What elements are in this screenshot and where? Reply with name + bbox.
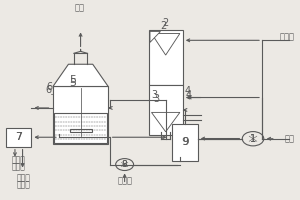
Text: 2: 2 bbox=[160, 21, 167, 31]
Bar bbox=[148, 85, 183, 135]
Bar bbox=[54, 113, 107, 143]
Text: 收集器: 收集器 bbox=[16, 180, 30, 189]
Bar bbox=[172, 124, 198, 161]
Text: 8: 8 bbox=[122, 160, 128, 169]
Text: 5: 5 bbox=[69, 78, 76, 88]
Text: 3: 3 bbox=[153, 94, 159, 104]
Bar bbox=[53, 86, 108, 144]
Text: 洗浴液: 洗浴液 bbox=[117, 176, 132, 185]
Text: 4: 4 bbox=[185, 90, 191, 100]
Polygon shape bbox=[150, 31, 160, 42]
Bar bbox=[148, 30, 183, 85]
Text: 收集器: 收集器 bbox=[12, 162, 26, 171]
Text: 9: 9 bbox=[182, 137, 189, 147]
Text: 压缩风: 压缩风 bbox=[280, 32, 295, 41]
Text: 洗后液: 洗后液 bbox=[16, 173, 30, 182]
Text: 洗后渣: 洗后渣 bbox=[12, 155, 26, 164]
Text: 9: 9 bbox=[182, 137, 188, 147]
Text: 2: 2 bbox=[163, 18, 169, 28]
Polygon shape bbox=[152, 112, 180, 132]
Text: 泥浆: 泥浆 bbox=[285, 134, 295, 143]
Text: 6: 6 bbox=[47, 82, 53, 92]
Text: 1: 1 bbox=[250, 134, 256, 144]
Polygon shape bbox=[53, 64, 108, 86]
Text: 7: 7 bbox=[15, 132, 22, 142]
Bar bbox=[54, 113, 107, 143]
Polygon shape bbox=[152, 33, 180, 55]
Text: 4: 4 bbox=[184, 86, 190, 96]
Text: 尾气: 尾气 bbox=[75, 3, 85, 12]
Bar bbox=[6, 128, 31, 147]
Text: 3: 3 bbox=[152, 90, 158, 100]
Text: 8: 8 bbox=[122, 160, 128, 169]
Text: 7: 7 bbox=[15, 132, 22, 142]
Text: 5: 5 bbox=[69, 75, 76, 85]
Text: 1: 1 bbox=[250, 134, 256, 144]
Text: 6: 6 bbox=[45, 85, 52, 95]
Bar bbox=[70, 129, 92, 132]
